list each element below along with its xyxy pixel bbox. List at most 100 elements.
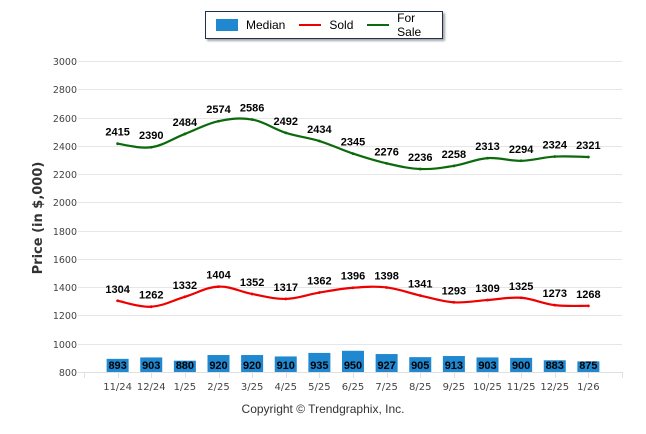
sold-line-swatch-icon	[299, 24, 322, 26]
for-sale-data-label: 2313	[475, 141, 499, 153]
for-sale-data-label: 2324	[543, 140, 568, 152]
legend-label-median: Median	[246, 18, 286, 32]
sold-point	[486, 298, 489, 302]
x-tick-label: 1/25	[174, 382, 196, 393]
y-tick-label: 2800	[53, 85, 77, 96]
for-sale-data-label: 2415	[105, 127, 129, 139]
for-sale-data-label: 2236	[408, 152, 432, 164]
for-sale-data-label: 2345	[341, 137, 365, 149]
for-sale-point	[217, 119, 220, 123]
sold-point	[116, 299, 120, 303]
sold-point	[351, 286, 355, 290]
gridlines	[78, 61, 622, 345]
sold-point	[452, 300, 456, 304]
for-sale-point	[486, 156, 489, 160]
sold-point	[519, 296, 523, 300]
y-tick-label: 1600	[53, 255, 77, 266]
median-bar	[442, 356, 465, 372]
legend-item-median[interactable]: Median	[216, 18, 285, 32]
y-tick-label: 2200	[53, 170, 77, 181]
median-bar-label: 883	[546, 360, 564, 372]
median-bar-label: 920	[243, 360, 261, 372]
median-bar	[173, 360, 196, 372]
median-bar-label: 927	[377, 360, 395, 372]
median-bar-label: 893	[108, 360, 126, 372]
sold-point	[284, 297, 288, 301]
for-sale-point	[553, 155, 557, 158]
sold-data-label: 1398	[374, 270, 398, 282]
median-bar	[510, 357, 533, 372]
median-bar	[409, 357, 432, 372]
x-tick-label: 6/25	[342, 382, 364, 393]
for-sale-point	[317, 139, 321, 143]
x-tick-label: 11/24	[103, 382, 132, 393]
legend-item-sold[interactable]: Sold	[299, 18, 353, 32]
median-bar	[241, 355, 264, 372]
x-tick-label: 1/26	[577, 382, 599, 393]
data-labels: 893 903 880 920 920 910 935 950 927 905 913 903 900 8…	[105, 103, 600, 372]
sold-data-label: 1396	[341, 271, 365, 283]
median-bars	[106, 350, 600, 372]
sold-data-label: 1341	[408, 279, 432, 291]
median-bar-label: 913	[445, 360, 463, 372]
y-tick-label: 2000	[53, 198, 77, 209]
for-sale-data-label: 2574	[206, 104, 231, 116]
sold-data-label: 1317	[274, 282, 298, 294]
for-sale-point	[116, 142, 120, 146]
sold-point	[183, 295, 187, 299]
median-bar	[476, 357, 499, 372]
for-sale-data-label: 2390	[139, 130, 163, 142]
chart-legend: Median Sold For Sale	[205, 11, 443, 39]
sold-data-label: 1332	[173, 280, 197, 292]
median-bar	[274, 356, 297, 372]
sold-data-label: 1362	[307, 276, 331, 288]
sold-point	[553, 303, 557, 307]
for-sale-data-label: 2492	[274, 116, 298, 128]
legend-label-sold: Sold	[329, 18, 354, 32]
for-sale-point	[149, 145, 153, 149]
sold-data-label: 1304	[105, 284, 130, 296]
for-sale-point	[284, 131, 288, 135]
median-bar	[543, 360, 566, 372]
median-bar-label: 900	[512, 360, 530, 372]
for-sale-point	[250, 118, 254, 121]
sold-data-label: 1352	[240, 277, 264, 289]
median-bar	[140, 357, 163, 372]
median-bar	[207, 355, 230, 372]
sold-point	[418, 294, 422, 297]
for-sale-point	[586, 155, 590, 159]
y-tick-label: 1000	[53, 340, 77, 351]
median-bar-label: 920	[209, 360, 227, 372]
y-tick-label: 2600	[53, 114, 77, 125]
sold-point	[250, 292, 254, 296]
y-tick-label: 1800	[53, 227, 77, 238]
legend-label-for-sale: For Sale	[397, 11, 422, 39]
for-sale-line-swatch-icon	[367, 24, 390, 26]
median-bar	[342, 350, 364, 372]
y-tick-label: 2400	[53, 142, 77, 153]
median-bar-label: 950	[344, 360, 362, 372]
sold-data-label: 1309	[475, 283, 499, 295]
sold-data-label: 1268	[576, 289, 600, 301]
y-axis-label: Price (in $,000)	[31, 162, 46, 275]
median-bar-label: 910	[277, 360, 295, 372]
x-tick-label: 8/25	[409, 382, 431, 393]
median-bar-label: 905	[411, 360, 429, 372]
x-tick-label: 7/25	[375, 382, 397, 393]
line-series	[116, 117, 590, 309]
for-sale-point	[519, 159, 523, 163]
x-tick-label: 2/25	[207, 382, 229, 393]
y-tick-label: 1200	[53, 311, 77, 322]
y-axis-ticks: 800 1000 1200 1400 1600 1800 2000 2200 2400 2600 2…	[53, 57, 77, 379]
x-tick-label: 11/25	[507, 382, 536, 393]
median-swatch-icon	[216, 19, 238, 31]
for-sale-point	[183, 132, 187, 136]
sold-point	[385, 286, 389, 289]
legend-item-for-sale[interactable]: For Sale	[367, 11, 442, 39]
median-bar	[375, 354, 398, 372]
x-axis: 11/24 12/24 1/25 2/25 3/25 4/25 5/25 6/25 7/25 8/…	[78, 372, 623, 393]
sold-point	[586, 304, 590, 308]
for-sale-point	[351, 152, 355, 155]
sold-point	[317, 291, 321, 294]
